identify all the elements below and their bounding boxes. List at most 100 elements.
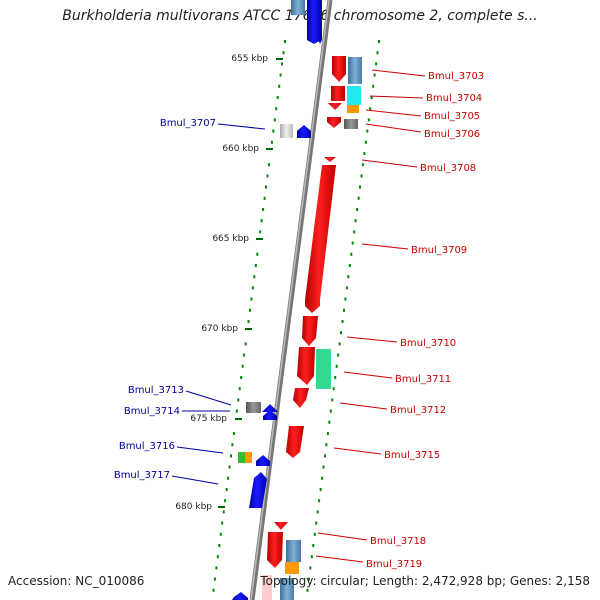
gene-arrow — [327, 117, 341, 128]
ring-dot — [340, 331, 342, 335]
ring-dot — [232, 432, 235, 435]
ring-dot — [275, 107, 278, 111]
ring-dot — [266, 174, 269, 178]
ring-dot — [260, 219, 263, 223]
ring-dot — [344, 297, 347, 301]
ring-dot — [348, 264, 351, 267]
ring-dot — [282, 51, 285, 55]
ring-dot — [278, 84, 281, 88]
ring-dot — [354, 219, 357, 223]
gene-block — [245, 452, 252, 463]
gene-arrow — [324, 157, 336, 162]
ring-dot — [316, 510, 319, 514]
reverse-strand-genes[interactable] — [232, 124, 311, 600]
gene-label: Bmul_3713 — [128, 385, 184, 396]
ring-dot — [219, 532, 222, 536]
chromosome-backbone-highlight — [250, 0, 330, 600]
gene-label: Bmul_3707 — [160, 118, 216, 129]
gene-label: Bmul_3711 — [395, 374, 451, 385]
tick-label: 655 kbp — [231, 54, 268, 64]
ring-dot — [284, 40, 286, 43]
ring-dot — [241, 364, 244, 368]
ring-dot — [238, 387, 241, 391]
ring-dot — [375, 62, 378, 66]
gene-arrow — [302, 316, 318, 346]
accession-text: Accession: NC_010086 — [8, 574, 145, 588]
ring-dot — [259, 230, 262, 234]
ring-dot — [331, 398, 334, 402]
top-genes[interactable] — [291, 0, 321, 44]
ring-dot — [251, 286, 254, 290]
gene-arrow — [274, 522, 288, 530]
ring-dot — [267, 163, 270, 167]
ring-dot — [370, 96, 373, 99]
ring-dot — [319, 488, 322, 491]
ring-dot — [341, 320, 344, 323]
ring-dot — [322, 465, 325, 469]
gene-block — [286, 540, 301, 562]
gene-block — [331, 86, 345, 101]
ring-dot — [332, 387, 335, 391]
ring-dot — [250, 297, 253, 301]
gene-block — [285, 562, 299, 574]
ring-dot — [227, 476, 230, 480]
ring-dot — [363, 152, 366, 155]
gene-label: Bmul_3717 — [114, 470, 170, 481]
gene-block — [280, 124, 293, 138]
ring-dot — [254, 264, 257, 267]
chromosome-backbone — [249, 0, 333, 600]
kbp-ticks: 655 kbp 660 kbp 665 kbp 670 kbp 675 kbp … — [175, 54, 283, 512]
ring-dot — [334, 376, 337, 379]
ring-dot — [369, 107, 372, 111]
ring-dot — [337, 353, 340, 357]
ring-dot — [249, 308, 251, 312]
ring-dot — [360, 174, 363, 178]
gene-arrow — [286, 426, 304, 458]
ring-dot — [218, 544, 221, 547]
ring-dot — [281, 62, 284, 66]
gene-block — [246, 402, 261, 413]
ring-dot — [228, 465, 231, 469]
gene-arrow — [263, 410, 277, 420]
gene-arrow — [293, 388, 309, 408]
ring-dot — [272, 129, 275, 133]
ring-dot — [310, 555, 313, 559]
ring-dot — [359, 185, 361, 189]
left-gene-labels[interactable]: Bmul_3707 Bmul_3713 Bmul_3714 Bmul_3716 … — [114, 118, 266, 485]
gene-label: Bmul_3716 — [119, 441, 175, 452]
right-gene-labels[interactable]: Bmul_3703 Bmul_3704 Bmul_3705 Bmul_3706 … — [315, 69, 484, 570]
ring-dot — [321, 476, 324, 480]
gene-arrow — [267, 532, 283, 568]
ring-dot — [366, 129, 369, 133]
forward-strand-genes[interactable] — [262, 0, 362, 600]
ring-dot — [225, 488, 228, 491]
ring-dot — [315, 521, 318, 525]
gene-label: Bmul_3704 — [426, 93, 482, 104]
ring-dot — [361, 163, 364, 167]
gene-label: Bmul_3708 — [420, 163, 476, 174]
ring-dot — [325, 443, 328, 447]
gene-label: Bmul_3705 — [424, 111, 480, 122]
ring-dot — [212, 588, 215, 592]
tick-label: 660 kbp — [222, 144, 259, 154]
ring-dot — [237, 398, 240, 402]
tick-label: 670 kbp — [201, 324, 238, 334]
gene-arrow — [332, 56, 346, 82]
gene-arrow — [328, 103, 342, 110]
gene-arrow — [305, 165, 336, 313]
ring-dot — [338, 342, 341, 346]
ring-dot — [222, 510, 225, 514]
ring-dot — [378, 40, 380, 43]
gene-block — [347, 86, 361, 105]
gene-label: Bmul_3710 — [400, 338, 456, 349]
ring-dot — [318, 499, 321, 503]
gene-block — [316, 349, 331, 389]
tick-label: 675 kbp — [190, 414, 227, 424]
ring-dot — [309, 566, 312, 570]
gene-block — [238, 452, 245, 463]
ring-dot — [324, 454, 326, 458]
ring-dot — [270, 140, 273, 144]
ring-dot — [221, 521, 224, 525]
ring-dot — [328, 420, 331, 424]
